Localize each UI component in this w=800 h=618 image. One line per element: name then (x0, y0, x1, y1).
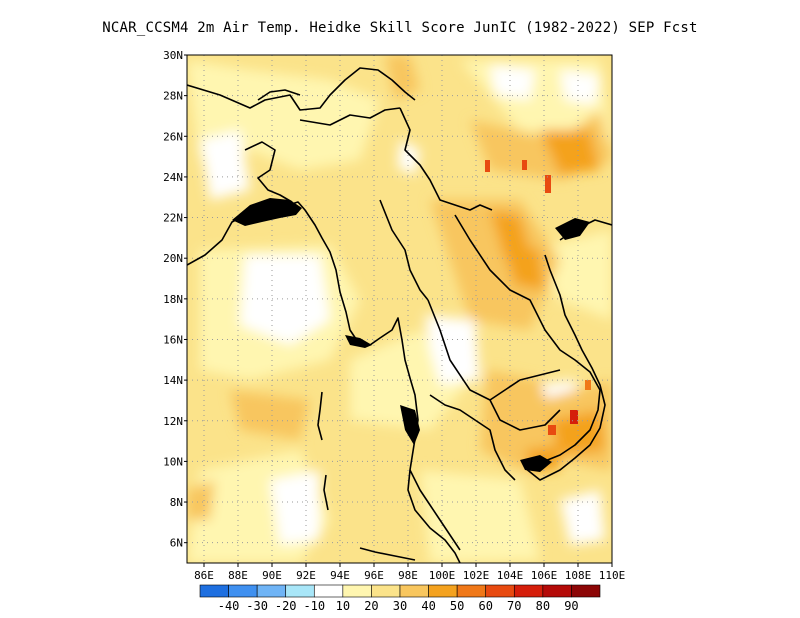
lat-tick-label: 14N (163, 374, 183, 387)
colorbar-swatch (513, 584, 544, 598)
colorbar-label: -30 (246, 599, 268, 613)
lat-tick-label: 8N (170, 496, 183, 509)
colorbar-swatch (285, 584, 315, 598)
lat-tick-label: 30N (163, 49, 183, 62)
lat-axis: 30N 28N 26N 24N 22N 20N 18N 16N 14N 12N 10N 8N 6N (163, 49, 187, 550)
colorbar-label: 10 (336, 599, 350, 613)
plot-frame (186, 54, 613, 564)
lat-tick-label: 16N (163, 333, 183, 346)
lat-tick-label: 6N (170, 537, 183, 550)
colorbar: -40 -30 -20 -10 10 20 30 40 50 60 70 80 90 (199, 584, 601, 613)
colorbar-label: -10 (303, 599, 325, 613)
lon-tick-label: 86E (194, 569, 214, 582)
lat-tick-label: 12N (163, 415, 183, 428)
lon-tick-label: 108E (565, 569, 592, 582)
colorbar-swatch (342, 584, 372, 598)
hotspot (522, 160, 527, 170)
colorbar-label: 90 (564, 599, 578, 613)
lat-tick-label: 18N (163, 293, 183, 306)
lon-tick-label: 98E (398, 569, 418, 582)
lon-axis: 86E 88E 90E 92E 94E 96E 98E 100E 102E 104E 106E 108… (194, 563, 625, 582)
colorbar-label: 40 (421, 599, 435, 613)
lat-tick-label: 10N (163, 455, 183, 468)
lon-tick-label: 90E (262, 569, 282, 582)
colorbar-label: 60 (478, 599, 492, 613)
lat-tick-label: 22N (163, 212, 183, 225)
hotspot (545, 175, 551, 193)
hotspot (570, 410, 578, 424)
colorbar-label: 20 (364, 599, 378, 613)
colorbar-swatch (571, 584, 601, 598)
coastlines (187, 67, 612, 563)
lon-tick-label: 106E (531, 569, 558, 582)
colorbar-swatch (485, 584, 515, 598)
lon-tick-label: 102E (463, 569, 490, 582)
colorbar-swatch (399, 584, 429, 598)
hotspot (585, 380, 591, 390)
colorbar-label: -20 (275, 599, 297, 613)
lon-tick-label: 100E (429, 569, 456, 582)
lat-tick-label: 20N (163, 252, 183, 265)
colorbar-label: -40 (218, 599, 240, 613)
colorbar-swatch (542, 584, 572, 598)
colorbar-swatch (371, 584, 401, 598)
lat-tick-label: 26N (163, 130, 183, 143)
colorbar-swatch (199, 584, 229, 598)
skill-score-field (187, 55, 612, 563)
lon-tick-label: 96E (364, 569, 384, 582)
colorbar-label: 50 (450, 599, 464, 613)
lon-tick-label: 92E (296, 569, 316, 582)
lat-tick-label: 28N (163, 90, 183, 103)
map-title: NCAR_CCSM4 2m Air Temp. Heidke Skill Sco… (102, 20, 698, 36)
colorbar-swatch (313, 584, 344, 598)
lat-tick-label: 24N (163, 171, 183, 184)
hotspot (548, 425, 556, 435)
colorbar-swatch (228, 584, 258, 598)
colorbar-swatch (428, 584, 458, 598)
hotspot (485, 160, 490, 172)
colorbar-label: 70 (507, 599, 521, 613)
lon-tick-label: 88E (228, 569, 248, 582)
lon-tick-label: 110E (599, 569, 626, 582)
colorbar-label: 80 (536, 599, 550, 613)
colorbar-swatch (256, 584, 287, 598)
colorbar-label: 30 (393, 599, 407, 613)
delta-coastlines (232, 198, 590, 472)
lon-tick-label: 104E (497, 569, 524, 582)
lon-tick-label: 94E (330, 569, 350, 582)
colorbar-swatch (456, 584, 487, 598)
